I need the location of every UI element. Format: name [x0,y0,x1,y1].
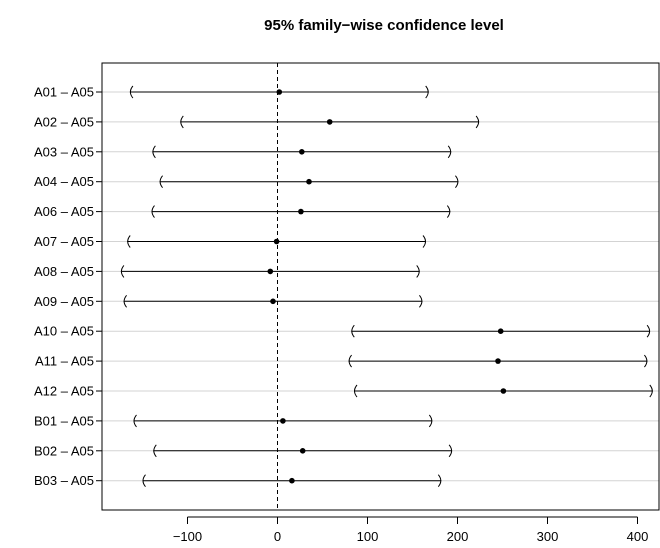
estimate-point [326,119,333,125]
interval-row [142,474,442,488]
x-axis: −100 0 100 200 300 400 [173,516,649,544]
estimate-point [306,178,312,185]
lower-bound-bracket [153,444,157,458]
estimate-point [276,89,283,95]
estimate-point [299,149,305,155]
comparison-label: A11 – A05 [35,354,94,369]
estimate-point [270,298,276,305]
upper-bound-bracket [425,85,429,99]
plot-frame [101,62,660,511]
x-tick-label: 100 [357,529,379,544]
estimate-point [280,418,286,424]
comparison-label: A02 – A05 [34,114,94,129]
comparison-label: A01 – A05 [34,85,94,100]
estimate-point [299,448,306,454]
x-tick-label: 300 [537,529,559,544]
lower-bound-bracket [159,175,163,189]
estimate-point [298,208,304,215]
x-tick-label: −100 [173,529,202,544]
lower-bound-bracket [354,384,358,398]
comparison-label: B01 – A05 [34,413,94,428]
interval-row [152,145,452,159]
interval-row [180,115,480,129]
upper-bound-bracket [437,474,442,488]
upper-bound-bracket [475,115,480,129]
interval-series [120,85,653,488]
interval-row [123,294,423,308]
upper-bound-bracket [416,265,420,278]
upper-bound-bracket [419,294,423,308]
estimate-point [289,477,295,484]
lower-bound-bracket [348,354,352,368]
estimate-point [497,328,504,335]
x-tick-label: 0 [274,529,281,544]
upper-bound-bracket [455,175,459,189]
comparison-label: A03 – A05 [34,144,94,159]
lower-bound-bracket [351,324,355,338]
upper-bound-bracket [422,235,426,248]
lower-bound-bracket [142,474,146,488]
estimate-point [273,238,280,245]
grid-lines [102,91,659,482]
comparison-label: A09 – A05 [34,294,94,309]
interval-row [133,414,433,428]
comparison-label: B03 – A05 [34,473,94,488]
upper-bound-bracket [646,324,651,338]
interval-row [153,444,453,458]
lower-bound-bracket [133,414,137,428]
interval-row [354,384,653,398]
lower-bound-bracket [180,115,184,129]
upper-bound-bracket [448,444,453,458]
lower-bound-bracket [123,294,127,308]
interval-row [129,85,429,99]
lower-bound-bracket [151,205,155,218]
upper-bound-bracket [644,354,648,368]
estimate-point [500,388,507,394]
lower-bound-bracket [120,265,125,278]
interval-row [120,265,420,278]
comparison-label: A12 – A05 [34,384,94,399]
comparison-label: A10 – A05 [34,324,94,339]
estimate-point [495,358,501,364]
comparison-label: A07 – A05 [34,234,94,249]
interval-row [351,324,651,338]
upper-bound-bracket [428,414,433,428]
upper-bound-bracket [649,384,653,398]
interval-row [159,175,459,189]
x-tick-label: 200 [447,529,469,544]
comparison-label: A06 – A05 [34,204,94,219]
comparison-label: A08 – A05 [34,264,94,279]
chart-title: 95% family−wise confidence level [264,17,504,34]
comparison-label: A04 – A05 [34,174,94,189]
lower-bound-bracket [152,145,156,159]
lower-bound-bracket [127,235,131,248]
lower-bound-bracket [129,85,134,99]
interval-row [348,354,648,368]
interval-row [127,235,426,248]
comparison-labels: A01 – A05 A02 – A05 A03 – A05 A04 – A05 A06 … [34,85,102,488]
upper-bound-bracket [446,205,451,218]
interval-row [151,205,451,218]
x-tick-label: 400 [627,529,649,544]
upper-bound-bracket [447,145,452,159]
comparison-label: B02 – A05 [34,443,94,458]
estimate-point [267,268,274,275]
